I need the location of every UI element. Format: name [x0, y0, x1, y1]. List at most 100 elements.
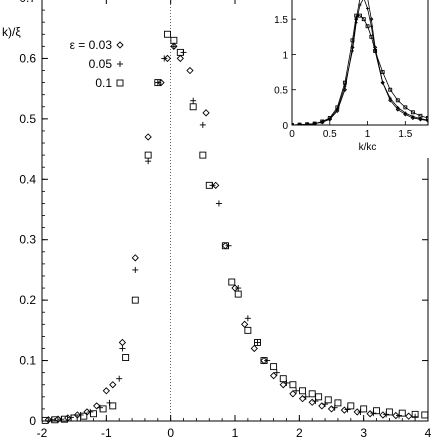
- data-point: [154, 79, 162, 87]
- data-point: [308, 398, 316, 406]
- y-tick-label: 0.7: [19, 0, 36, 5]
- data-point: [234, 290, 242, 298]
- series-square: [41, 30, 429, 424]
- inset-data-point: [403, 105, 408, 110]
- data-point: [176, 54, 184, 63]
- inset-data-point: [312, 121, 317, 125]
- inset-data-point: [350, 49, 354, 53]
- inset-data-point: [292, 122, 295, 125]
- data-point: [298, 395, 307, 403]
- data-point: [360, 405, 368, 413]
- inset-data-point: [381, 81, 385, 85]
- inset-data-point: [410, 110, 415, 115]
- data-point: [163, 54, 172, 63]
- data-point: [273, 369, 280, 376]
- data-point: [260, 357, 268, 365]
- data-point: [61, 415, 68, 423]
- data-point: [235, 285, 242, 292]
- inset-data-point: [403, 112, 408, 117]
- inset-data-point: [396, 105, 400, 109]
- legend-marker: [116, 41, 124, 49]
- inset-data-point: [373, 48, 378, 53]
- data-point: [170, 43, 177, 50]
- data-point: [41, 416, 49, 424]
- inset-data-point: [388, 96, 392, 100]
- inset-data-point: [418, 113, 423, 118]
- data-point: [327, 405, 336, 413]
- y-tick-label: 0.1: [19, 354, 36, 368]
- data-point: [131, 296, 139, 304]
- inset-data-point: [358, 3, 362, 7]
- data-point: [93, 402, 101, 410]
- data-point: [302, 393, 309, 400]
- data-point: [289, 390, 297, 398]
- data-point: [315, 393, 323, 401]
- series-diamond: [44, 42, 413, 424]
- inset-data-point: [395, 98, 400, 103]
- inset-frame: [291, 0, 429, 126]
- data-point: [373, 407, 380, 415]
- data-point: [244, 326, 252, 334]
- data-point: [170, 36, 178, 44]
- data-point: [189, 103, 197, 111]
- inset-data-point: [410, 115, 416, 121]
- inset-data-point: [342, 80, 347, 85]
- data-point: [70, 414, 78, 422]
- x-tick-label: 1: [232, 426, 239, 440]
- y-tick-label: 0: [29, 414, 36, 428]
- data-point: [199, 151, 207, 159]
- data-point: [145, 158, 152, 165]
- inset-data-point: [354, 13, 359, 18]
- data-point: [244, 315, 251, 322]
- inset-data-point: [358, 13, 362, 18]
- data-point: [109, 381, 117, 389]
- x-tick-label: -1: [101, 426, 112, 440]
- data-point: [421, 411, 429, 419]
- inset-data-point: [297, 122, 302, 125]
- data-point: [250, 344, 258, 353]
- data-point: [411, 410, 419, 418]
- data-point: [51, 416, 59, 424]
- x-tick-label: 2: [296, 426, 303, 440]
- inset-x-tick-label: 0.5: [323, 129, 337, 140]
- inset-data-point: [388, 87, 393, 92]
- data-point: [269, 372, 278, 380]
- data-point: [318, 402, 326, 410]
- legend-label: 0.05: [89, 57, 113, 71]
- y-tick-label: 0.5: [19, 112, 36, 126]
- inset-data-point: [369, 17, 374, 22]
- data-point: [109, 402, 117, 410]
- y-tick-label: 0.4: [19, 172, 36, 186]
- data-point: [308, 390, 316, 398]
- data-point: [132, 266, 139, 273]
- data-point: [228, 278, 236, 286]
- inset-data-point: [369, 34, 374, 39]
- data-point: [122, 354, 130, 361]
- data-point: [366, 410, 374, 418]
- data-point: [412, 413, 419, 420]
- data-point: [324, 396, 332, 404]
- inset-x-axis-label: k/kc: [359, 142, 377, 153]
- data-point: [254, 339, 261, 346]
- inset-data-point: [335, 105, 340, 110]
- inset-data-point: [395, 107, 400, 112]
- legend-label: ε = 0.03: [70, 38, 113, 52]
- inset-data-point: [350, 38, 355, 43]
- inset-data-point: [426, 118, 428, 122]
- legend-marker: [117, 61, 123, 67]
- data-point: [353, 408, 361, 416]
- data-point: [398, 409, 406, 417]
- data-point: [347, 402, 355, 410]
- inset-plot: 0 0.5 1 1.5 0 0.5 1 1.5 k/kc: [262, 0, 440, 158]
- inset-data-point: [411, 115, 415, 119]
- inset-curves: [292, 0, 428, 125]
- inset-y-tick-label: 0.5: [274, 86, 288, 97]
- data-point: [385, 408, 393, 416]
- data-point: [299, 387, 306, 395]
- inset-data-point: [369, 24, 373, 28]
- data-point: [215, 200, 222, 207]
- data-point: [340, 406, 349, 414]
- inset-data-point: [304, 122, 310, 125]
- data-point: [212, 181, 220, 189]
- y-axis-label: k)/ξ: [2, 25, 21, 39]
